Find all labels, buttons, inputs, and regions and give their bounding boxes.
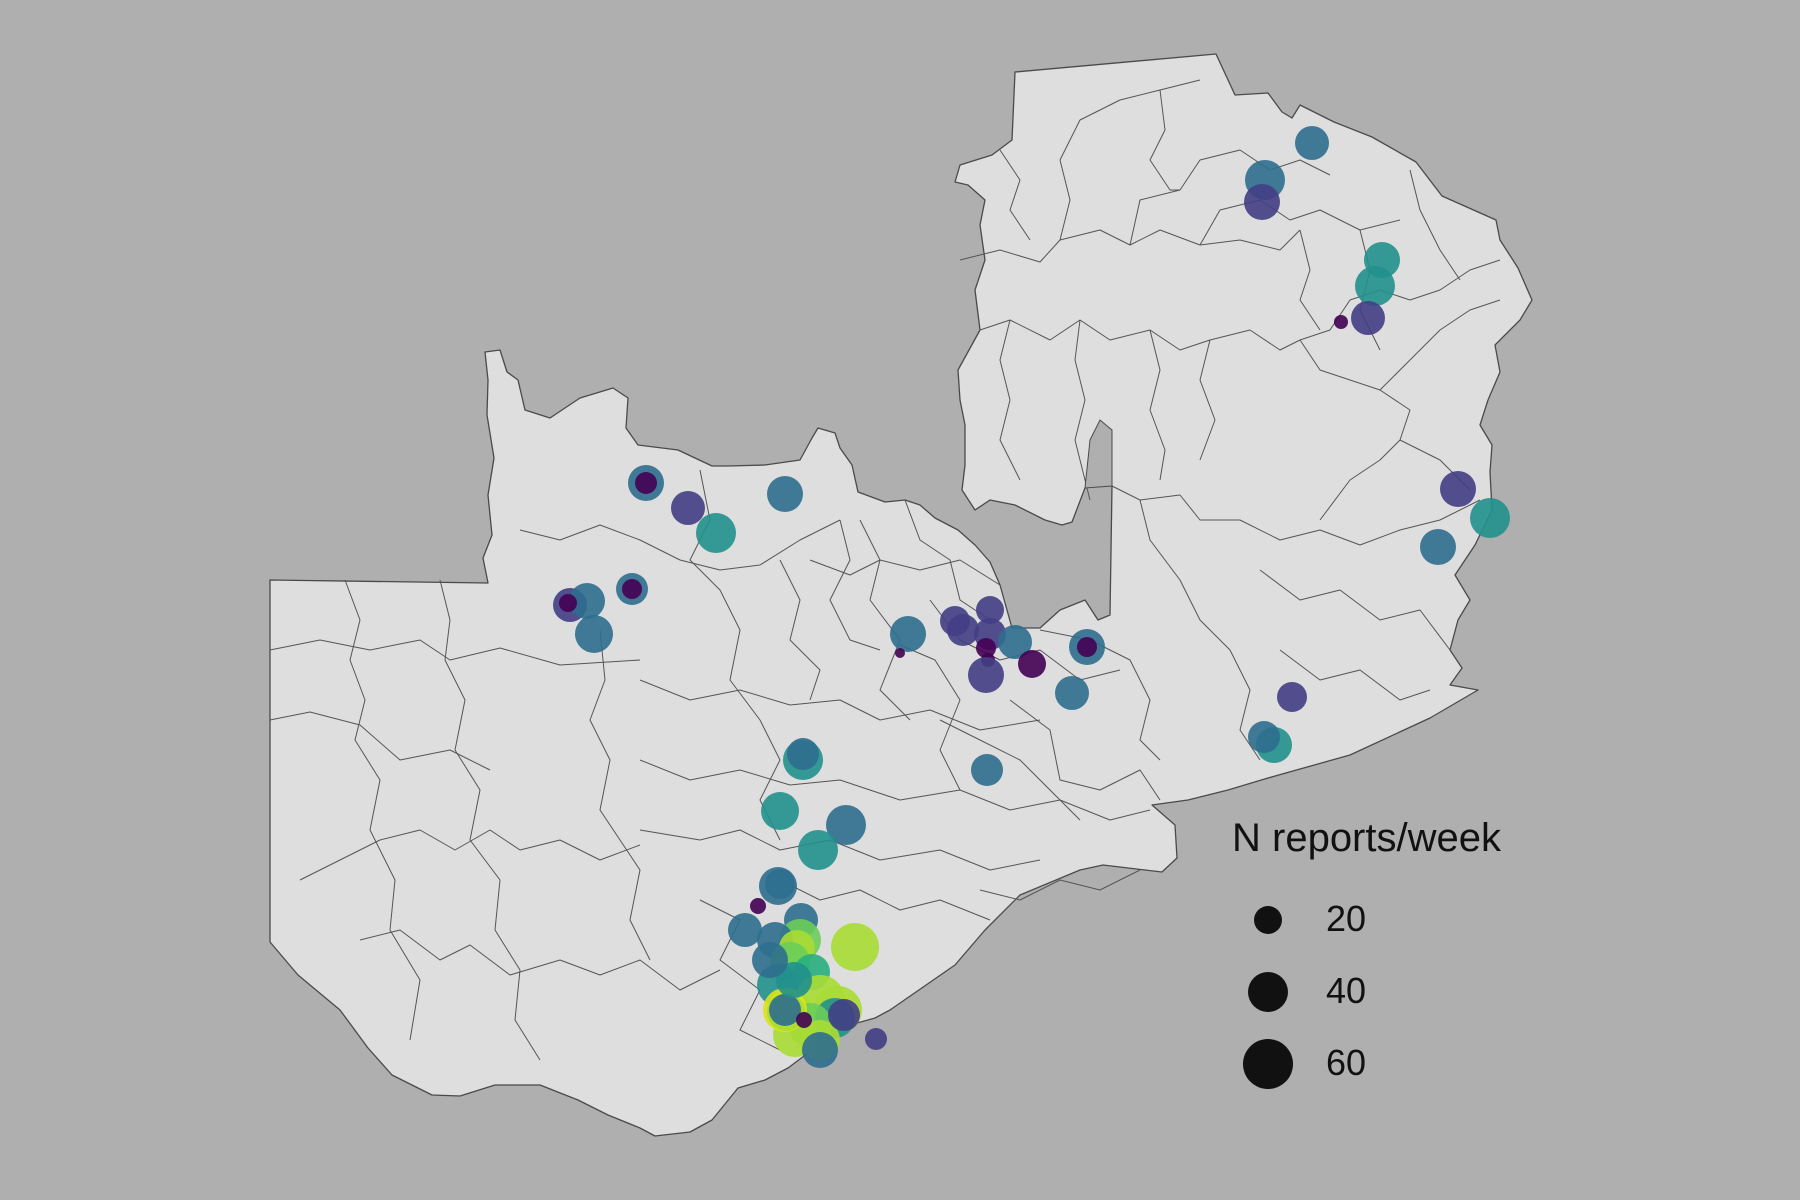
report-marker [635,472,657,494]
report-marker [1248,721,1280,753]
legend-item-20: 20 [1240,894,1440,954]
report-marker [622,579,642,599]
legend-label: 60 [1326,1042,1367,1083]
report-marker [575,615,613,653]
report-marker [1351,301,1385,335]
legend-label: 20 [1326,898,1367,939]
report-marker [767,476,803,512]
report-marker [1077,637,1097,657]
report-marker [798,830,838,870]
report-markers [553,126,1510,1068]
legend-title: N reports/week [1232,816,1501,860]
lake-notch [1084,419,1113,489]
report-marker [865,1028,887,1050]
report-marker [671,491,705,525]
report-marker [1470,498,1510,538]
legend-label: 40 [1326,970,1367,1011]
report-marker [769,994,801,1026]
report-marker [1277,682,1307,712]
report-marker [890,616,926,652]
report-marker [796,1012,812,1028]
legend-marker-20 [1254,906,1282,934]
report-marker [752,942,788,978]
report-marker [569,583,605,619]
legend-item-40: 40 [1240,966,1440,1026]
report-marker [998,625,1032,659]
report-marker [765,869,795,899]
report-marker [976,638,996,658]
report-marker [1018,650,1046,678]
report-marker [802,1032,838,1068]
legend-marker-40 [1248,972,1288,1012]
report-marker [968,657,1004,693]
report-marker [1440,471,1476,507]
report-marker [895,648,905,658]
report-marker [1355,266,1395,306]
report-marker [761,792,799,830]
report-marker [1334,315,1348,329]
report-marker [787,738,819,770]
report-marker [971,754,1003,786]
report-marker [1420,529,1456,565]
report-marker [1244,184,1280,220]
report-marker [947,614,979,646]
report-marker [831,923,879,971]
report-marker [1295,126,1329,160]
report-marker [828,999,860,1031]
report-marker [728,913,762,947]
report-marker [750,898,766,914]
report-marker [976,596,1004,624]
legend-markers [1243,906,1293,1089]
legend-marker-60 [1243,1039,1293,1089]
report-marker [696,513,736,553]
report-marker [826,805,866,845]
legend-item-60: 60 [1240,1038,1440,1098]
report-marker [776,962,812,998]
report-marker [559,594,577,612]
report-marker [1055,676,1089,710]
